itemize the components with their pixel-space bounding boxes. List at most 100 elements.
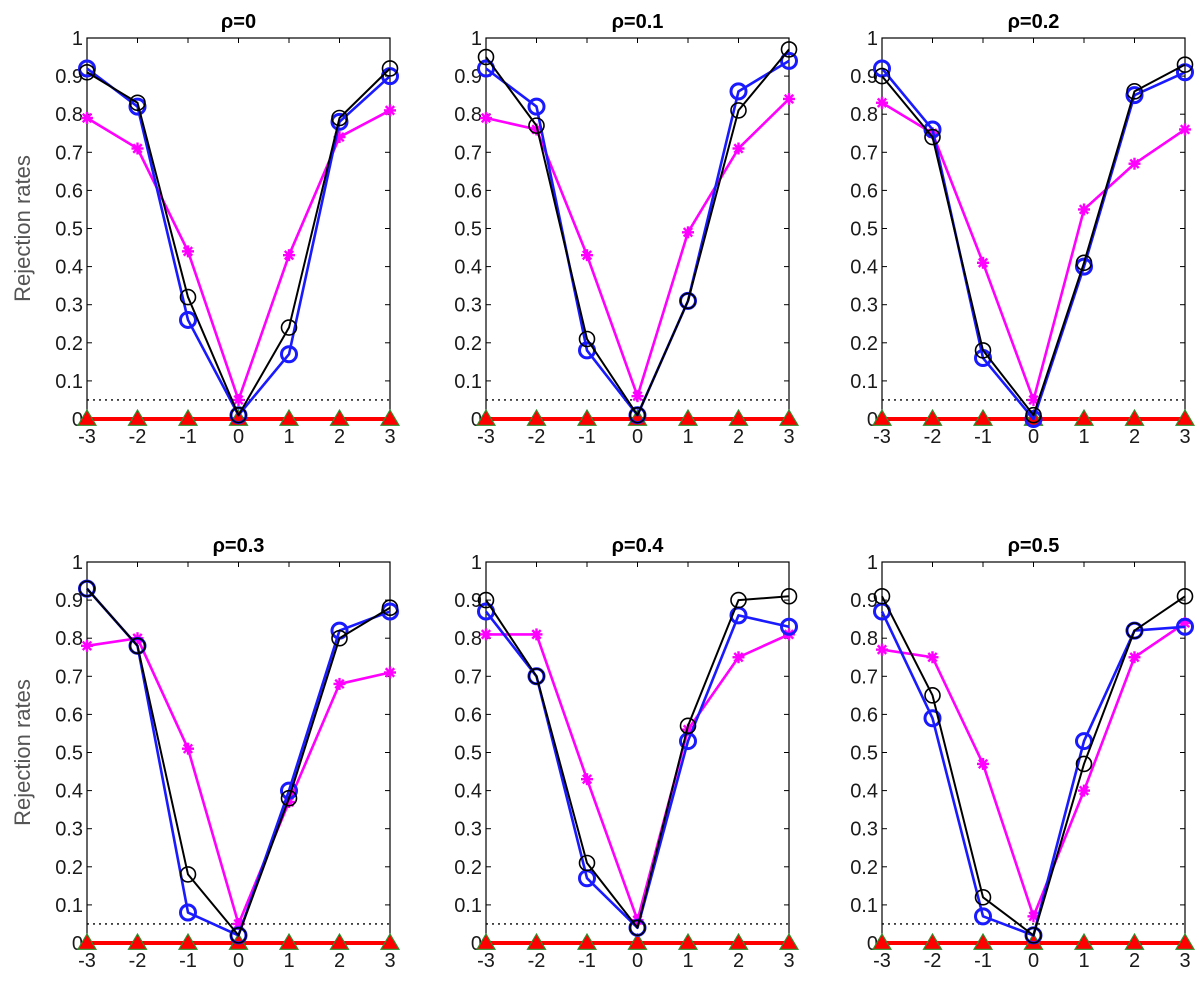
star-marker xyxy=(581,773,593,786)
y-tick-label: 0.6 xyxy=(55,704,83,726)
y-tick-label: 0.6 xyxy=(55,180,83,202)
series-magenta xyxy=(480,92,795,403)
x-tick-label: 0 xyxy=(1028,950,1039,972)
chart-panel: ρ=0.3 0 0.1 0.2 0.3 0.4 0.5 0.6 0.7 0.8 0.9 1 -3 -2 -1… xyxy=(10,535,401,972)
circle-marker xyxy=(1176,617,1194,636)
y-tick-label: 0.8 xyxy=(454,104,482,126)
star-marker xyxy=(682,226,694,239)
series-line xyxy=(86,67,391,417)
x-tick-label: 1 xyxy=(682,950,693,972)
triangle-marker xyxy=(627,932,648,950)
circle-marker xyxy=(528,117,545,134)
star-marker xyxy=(1179,123,1191,136)
y-tick-label: 0 xyxy=(72,933,83,955)
y-tick-label: 0.8 xyxy=(55,628,83,650)
y-tick-label: 0.2 xyxy=(454,333,482,355)
circle-marker xyxy=(381,599,399,617)
series-blue xyxy=(78,59,399,425)
triangle-marker xyxy=(728,408,749,426)
x-tick-label: -3 xyxy=(477,426,495,448)
chart-title: ρ=0 xyxy=(221,11,256,33)
series-blue xyxy=(873,59,1194,428)
circle-marker xyxy=(1025,927,1042,944)
triangle-marker xyxy=(76,408,98,426)
triangle-marker xyxy=(1124,932,1145,950)
circle-marker xyxy=(477,591,495,609)
x-tick-label: -2 xyxy=(924,950,942,972)
triangle-marker xyxy=(278,408,300,426)
series-magenta xyxy=(81,104,396,406)
circle-marker xyxy=(230,927,247,944)
y-tick-label: 0.7 xyxy=(454,142,482,164)
star-marker xyxy=(876,643,888,656)
star-marker xyxy=(480,628,492,641)
star-marker xyxy=(131,142,144,155)
series-black xyxy=(78,60,399,424)
circle-marker xyxy=(280,319,298,336)
plot-area xyxy=(881,37,1186,420)
circle-marker xyxy=(924,128,941,146)
triangle-marker xyxy=(475,408,497,426)
y-tick-label: 0.5 xyxy=(850,219,878,241)
circle-marker xyxy=(780,41,798,58)
triangle-marker xyxy=(871,932,893,950)
star-marker xyxy=(732,142,745,155)
star-marker xyxy=(81,639,93,652)
y-tick-label: 0.3 xyxy=(850,819,878,841)
series-black xyxy=(477,41,798,424)
y-tick-label: 0.7 xyxy=(55,666,83,688)
circle-marker xyxy=(1075,254,1093,272)
y-tick-label: 0.2 xyxy=(55,857,83,879)
circle-marker xyxy=(1126,83,1143,100)
circle-marker xyxy=(679,292,697,310)
series-red xyxy=(475,932,800,950)
y-axis-label: Rejection rates xyxy=(10,155,35,302)
triangle-marker xyxy=(778,408,800,426)
x-tick-label: 3 xyxy=(384,426,395,448)
chart-title: ρ=0.5 xyxy=(1008,535,1060,557)
x-tick-label: 3 xyxy=(384,950,395,972)
circle-marker xyxy=(578,330,596,348)
circle-marker xyxy=(1025,406,1042,424)
y-tick-label: 0.9 xyxy=(454,66,482,88)
circle-marker xyxy=(873,67,891,85)
triangle-marker xyxy=(526,932,547,950)
x-tick-label: 0 xyxy=(233,950,244,972)
y-tick-label: 0 xyxy=(867,409,878,431)
x-tick-label: -2 xyxy=(924,426,942,448)
y-tick-label: 0.1 xyxy=(850,371,878,393)
series-blue xyxy=(477,51,798,425)
series-line xyxy=(86,636,391,926)
circle-marker xyxy=(1125,86,1144,105)
star-marker xyxy=(977,256,989,269)
x-tick-label: -1 xyxy=(578,426,596,448)
plot-area xyxy=(881,561,1186,944)
x-tick-label: 1 xyxy=(283,426,294,448)
y-tick-label: 0.6 xyxy=(850,180,878,202)
series-black xyxy=(873,587,1194,944)
circle-marker xyxy=(230,406,247,424)
series-line xyxy=(86,109,391,402)
circle-marker xyxy=(780,617,798,636)
chart-panel: ρ=0.1 0 0.1 0.2 0.3 0.4 0.5 0.6 0.7 0.8 0.9 1 -3 -2 -1… xyxy=(454,11,800,448)
circle-marker xyxy=(924,687,941,704)
star-marker xyxy=(530,628,543,641)
circle-marker xyxy=(1024,410,1043,428)
y-tick-label: 0.7 xyxy=(850,666,878,688)
star-marker xyxy=(631,390,644,403)
star-marker xyxy=(384,666,396,679)
chart-title: ρ=0.1 xyxy=(612,11,664,33)
x-tick-label: -3 xyxy=(873,950,891,972)
y-tick-label: 0.8 xyxy=(454,628,482,650)
triangle-marker xyxy=(329,932,350,950)
circle-marker xyxy=(179,310,197,329)
series-line xyxy=(86,67,391,417)
circle-marker xyxy=(1126,622,1143,639)
triangle-marker xyxy=(379,932,401,950)
circle-marker xyxy=(78,59,96,78)
circle-marker xyxy=(331,629,348,647)
y-tick-label: 0.3 xyxy=(454,295,482,317)
star-marker xyxy=(1128,651,1141,664)
series-line xyxy=(485,595,790,929)
triangle-marker xyxy=(177,932,199,950)
